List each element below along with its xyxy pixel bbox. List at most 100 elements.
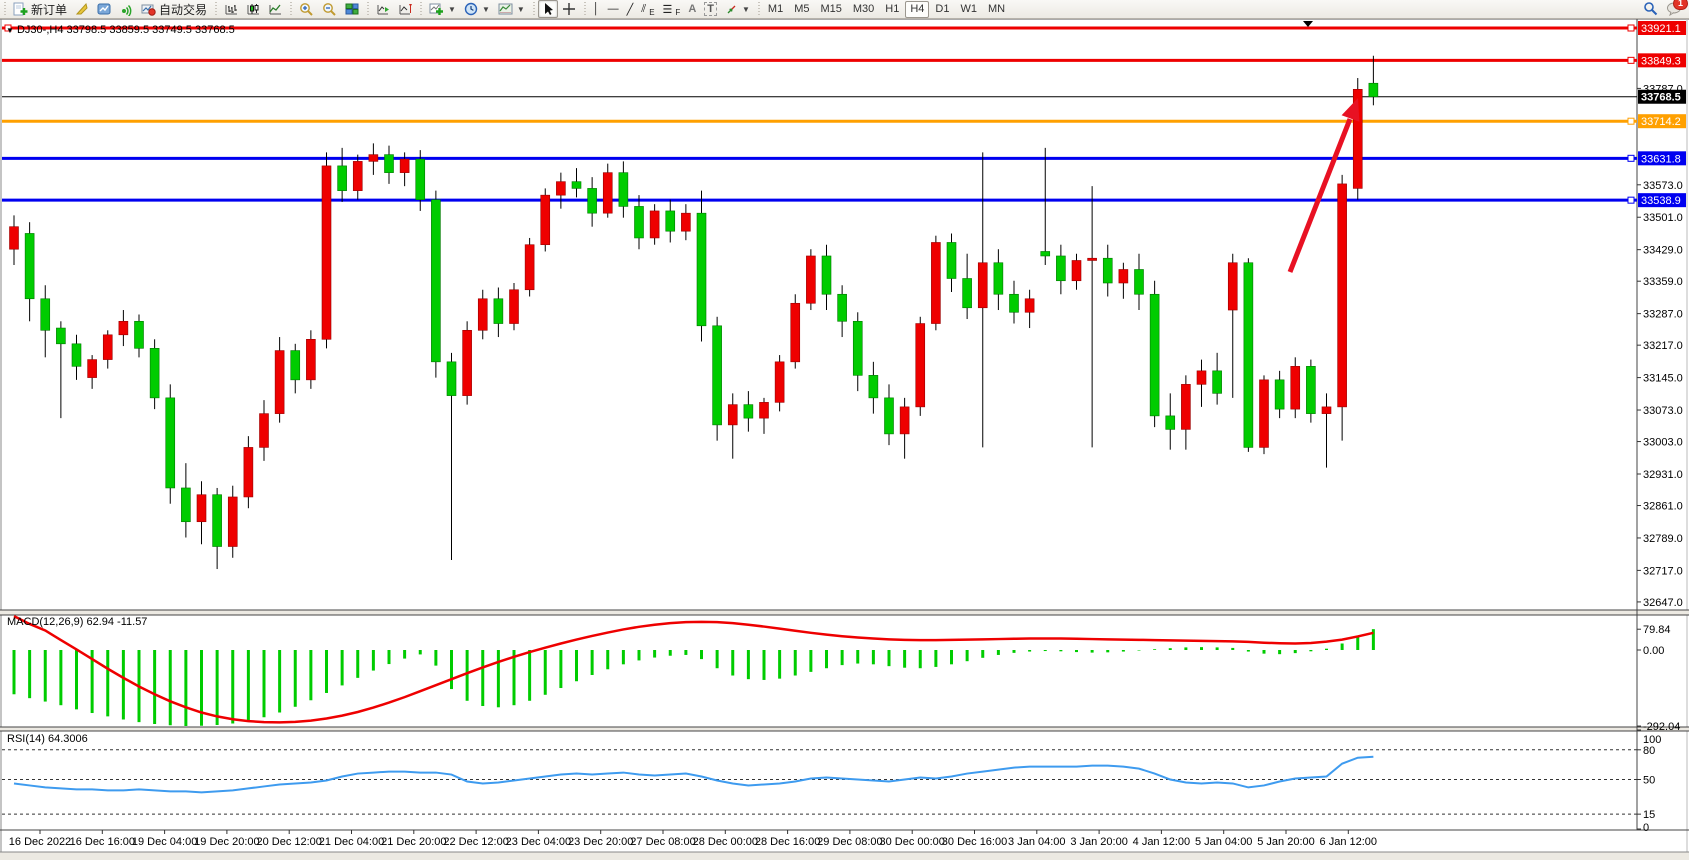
rsi-line xyxy=(13,755,1374,794)
price-line-badge xyxy=(1638,151,1686,166)
candle xyxy=(165,397,176,489)
horizontal-line-tool[interactable]: — xyxy=(604,0,623,18)
line-handle[interactable] xyxy=(1627,196,1635,204)
line-chart-button[interactable] xyxy=(264,0,286,18)
pane-splitter[interactable] xyxy=(0,610,1689,615)
cursor-button[interactable] xyxy=(537,0,558,18)
price-tick-label: 33359.0 xyxy=(1643,276,1683,288)
time-tick-label[interactable]: 3 Jan 20:00 xyxy=(1070,836,1128,848)
notifications-button[interactable]: 1 xyxy=(1666,0,1688,19)
rsi-tick-label: 80 xyxy=(1643,745,1655,757)
time-tick-label[interactable]: 21 Dec 20:00 xyxy=(381,836,446,848)
time-tick-label[interactable]: 29 Dec 08:00 xyxy=(817,836,882,848)
channel-tool[interactable]: ⫽ E xyxy=(637,0,658,18)
candle xyxy=(1306,366,1316,414)
candle xyxy=(243,447,254,498)
time-tick-label[interactable]: 28 Dec 16:00 xyxy=(755,836,820,848)
time-tick-label[interactable]: 23 Dec 04:00 xyxy=(506,836,571,848)
time-tick-label[interactable]: 5 Jan 20:00 xyxy=(1257,836,1315,848)
pane-splitter[interactable] xyxy=(0,727,1689,731)
label-tool[interactable]: T xyxy=(700,0,721,18)
periods-button[interactable]: ▼ xyxy=(460,0,494,18)
arrows-tool[interactable]: ▼ xyxy=(721,0,754,18)
toolbar-grip[interactable] xyxy=(580,2,588,16)
time-tick-label[interactable]: 30 Dec 16:00 xyxy=(942,836,1007,848)
line-handle[interactable] xyxy=(1627,24,1635,32)
new-order-button[interactable]: 新订单 xyxy=(9,0,71,18)
candle xyxy=(149,348,160,399)
toolbar-grip[interactable] xyxy=(212,2,220,16)
time-tick-label[interactable]: 22 Dec 12:00 xyxy=(443,836,508,848)
line-handle[interactable] xyxy=(1627,154,1635,162)
trendline-tool[interactable]: ╱ xyxy=(623,0,638,18)
timeframe-button-M15[interactable]: M15 xyxy=(820,2,842,15)
bar-chart-button[interactable] xyxy=(220,0,242,18)
tile-windows-button[interactable] xyxy=(341,0,363,18)
zoom-out-button[interactable] xyxy=(318,0,341,18)
time-tick-label[interactable]: 3 Jan 04:00 xyxy=(1008,836,1066,848)
rsi-tick-label: 50 xyxy=(1643,775,1655,787)
fibonacci-tool[interactable]: ☰ F xyxy=(659,0,685,18)
trend-arrow-annotation[interactable] xyxy=(1287,118,1353,273)
auto-scroll-button[interactable] xyxy=(372,0,394,18)
chevron-down-icon[interactable]: ▼ xyxy=(6,26,14,35)
time-tick-label[interactable]: 23 Dec 20:00 xyxy=(568,836,633,848)
arrows-icon xyxy=(725,3,738,16)
time-tick-label[interactable]: 6 Jan 12:00 xyxy=(1320,836,1378,848)
dart-button[interactable] xyxy=(71,0,93,18)
crosshair-icon xyxy=(562,2,576,16)
line-chart-icon xyxy=(268,2,282,16)
crosshair-button[interactable] xyxy=(558,0,580,18)
autotrading-button[interactable]: 自动交易 xyxy=(137,0,211,18)
price-tick-label: 33787.0 xyxy=(1643,83,1683,95)
toolbar-grip[interactable] xyxy=(287,2,295,16)
timeframe-button-M5[interactable]: M5 xyxy=(794,2,810,15)
zoom-in-button[interactable] xyxy=(295,0,318,18)
timeframe-button-H4[interactable]: H4 xyxy=(905,0,930,18)
chart-shift-button[interactable] xyxy=(394,0,416,18)
time-tick-label[interactable]: 5 Jan 04:00 xyxy=(1195,836,1253,848)
time-tick-label[interactable]: 27 Dec 08:00 xyxy=(630,836,695,848)
candle xyxy=(1337,183,1347,408)
search-icon[interactable] xyxy=(1643,1,1658,19)
timeframe-button-D1[interactable]: D1 xyxy=(935,2,950,15)
candle xyxy=(1009,293,1019,313)
time-tick-label[interactable]: 30 Dec 00:00 xyxy=(879,836,944,848)
vertical-line-tool[interactable]: │ xyxy=(589,0,604,18)
toolbar-grip[interactable] xyxy=(1,2,8,16)
time-tick-label[interactable]: 19 Dec 04:00 xyxy=(132,836,197,848)
timeframe-button-H1[interactable]: H1 xyxy=(885,2,900,15)
timeframe-button-MN[interactable]: MN xyxy=(987,2,1006,15)
candle xyxy=(759,402,769,419)
toolbar-grip[interactable] xyxy=(529,2,537,16)
time-tick-label[interactable]: 4 Jan 12:00 xyxy=(1133,836,1191,848)
text-tool[interactable]: A xyxy=(684,0,700,18)
candle xyxy=(1056,255,1066,282)
timeframe-button-M30[interactable]: M30 xyxy=(852,2,875,15)
candle xyxy=(1087,257,1097,261)
toolbar-grip[interactable] xyxy=(417,2,425,16)
candlestick-button[interactable] xyxy=(242,0,264,18)
time-tick-label[interactable]: 28 Dec 00:00 xyxy=(693,836,758,848)
templates-button[interactable]: ▼ xyxy=(494,0,529,18)
timeframe-button-M1[interactable]: M1 xyxy=(767,2,784,15)
price-line-badge-label: 33538.9 xyxy=(1641,195,1681,207)
timeframe-button-W1[interactable]: W1 xyxy=(960,2,977,15)
time-tick-label[interactable]: 19 Dec 20:00 xyxy=(194,836,259,848)
toolbar-grip[interactable] xyxy=(364,2,372,16)
signal-button[interactable] xyxy=(115,0,137,18)
toolbar-grip[interactable] xyxy=(754,2,762,16)
time-tick-label[interactable]: 16 Dec 2022 xyxy=(9,836,71,848)
time-tick-label[interactable]: 20 Dec 12:00 xyxy=(256,836,321,848)
line-handle[interactable] xyxy=(1627,117,1635,125)
line-handle[interactable] xyxy=(1627,56,1635,64)
indicators-button[interactable]: ▼ xyxy=(425,0,460,18)
candle xyxy=(852,320,863,376)
line-handle[interactable] xyxy=(4,24,12,32)
terminal-button[interactable] xyxy=(93,0,115,18)
time-tick-label[interactable]: 21 Dec 04:00 xyxy=(319,836,384,848)
scroll-marker-icon[interactable] xyxy=(1303,21,1313,27)
time-tick-label[interactable]: 16 Dec 16:00 xyxy=(70,836,135,848)
macd-indicator-label: MACD(12,26,9) 62.94 -11.57 xyxy=(7,616,148,628)
ohlc-readout: 33798.5 33859.5 33749.5 33768.5 xyxy=(66,24,235,36)
